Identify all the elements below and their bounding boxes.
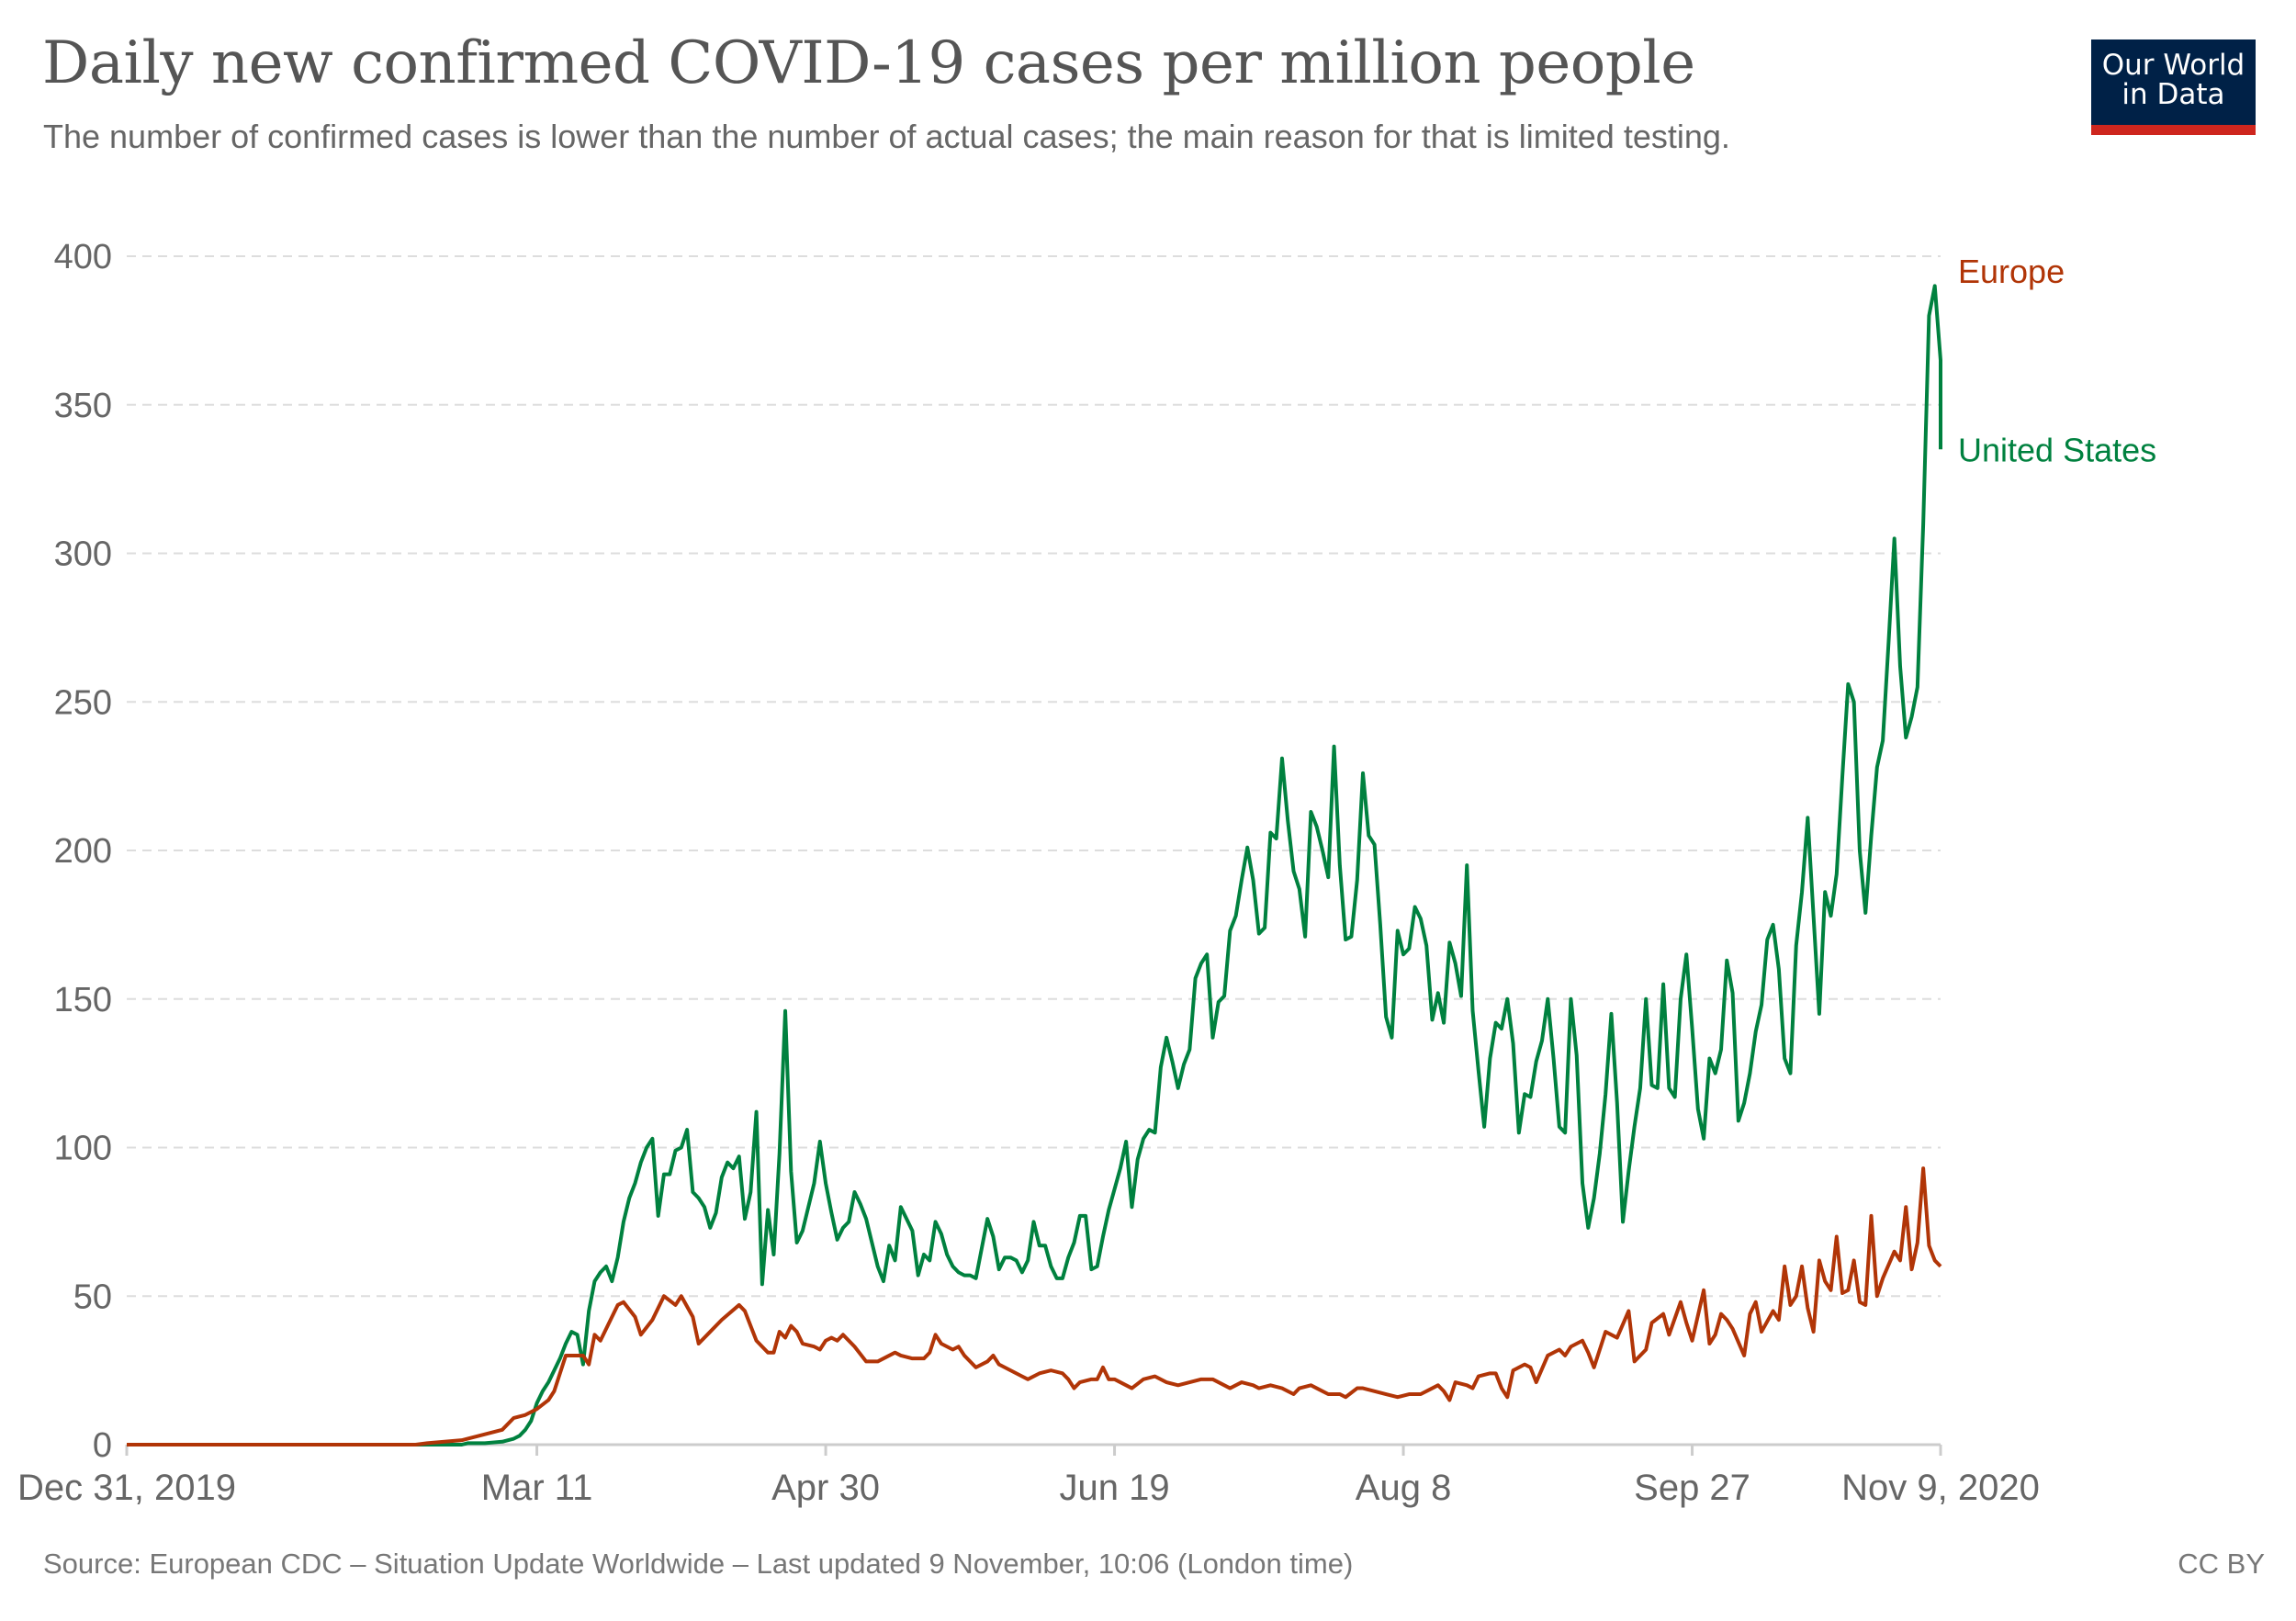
y-tick-label: 350: [54, 387, 112, 425]
y-tick-label: 100: [54, 1130, 112, 1168]
x-tick-label: Apr 30: [771, 1468, 880, 1508]
y-tick-label: 0: [93, 1426, 112, 1465]
x-tick-label: Jun 19: [1060, 1468, 1170, 1508]
y-tick-label: 250: [54, 683, 112, 722]
y-tick-label: 200: [54, 832, 112, 871]
chart-title: Daily new confirmed COVID-19 cases per m…: [42, 29, 1695, 97]
y-tick-label: 400: [54, 238, 112, 276]
series-lines: [127, 284, 1942, 1447]
x-tick-label: Nov 9, 2020: [1841, 1468, 2040, 1508]
logo-line-1: Our World: [2101, 49, 2245, 82]
y-tick-label: 300: [54, 535, 112, 574]
series-labels: Europe United States: [1958, 253, 2156, 468]
y-tick-label: 50: [73, 1278, 112, 1316]
logo-line-2: in Data: [2122, 78, 2225, 111]
logo-accent-bar: [2091, 125, 2256, 135]
series-label-united-states[interactable]: United States: [1958, 431, 2156, 468]
y-axis: 0 50 100 150 200 250 300 350 400: [54, 238, 112, 1465]
source-note[interactable]: Source: European CDC – Situation Update …: [43, 1548, 1354, 1580]
series-line-united-states[interactable]: [127, 284, 1942, 1447]
gridlines: [127, 255, 1941, 1298]
x-tick-label: Mar 11: [481, 1468, 593, 1508]
series-label-europe[interactable]: Europe: [1958, 253, 2065, 290]
x-tick-label: Sep 27: [1634, 1468, 1750, 1508]
x-tick-label: Aug 8: [1356, 1468, 1452, 1508]
owid-logo[interactable]: Our World in Data: [2091, 39, 2256, 135]
chart-subtitle: The number of confirmed cases is lower t…: [43, 118, 1730, 155]
y-tick-label: 150: [54, 981, 112, 1019]
license-link[interactable]: CC BY: [2178, 1548, 2265, 1580]
series-line-europe[interactable]: [127, 1166, 1942, 1447]
x-axis: Dec 31, 2019 Mar 11 Apr 30 Jun 19 Aug 8 Sep 2…: [17, 1443, 2040, 1508]
x-tick-label: Dec 31, 2019: [17, 1468, 236, 1508]
